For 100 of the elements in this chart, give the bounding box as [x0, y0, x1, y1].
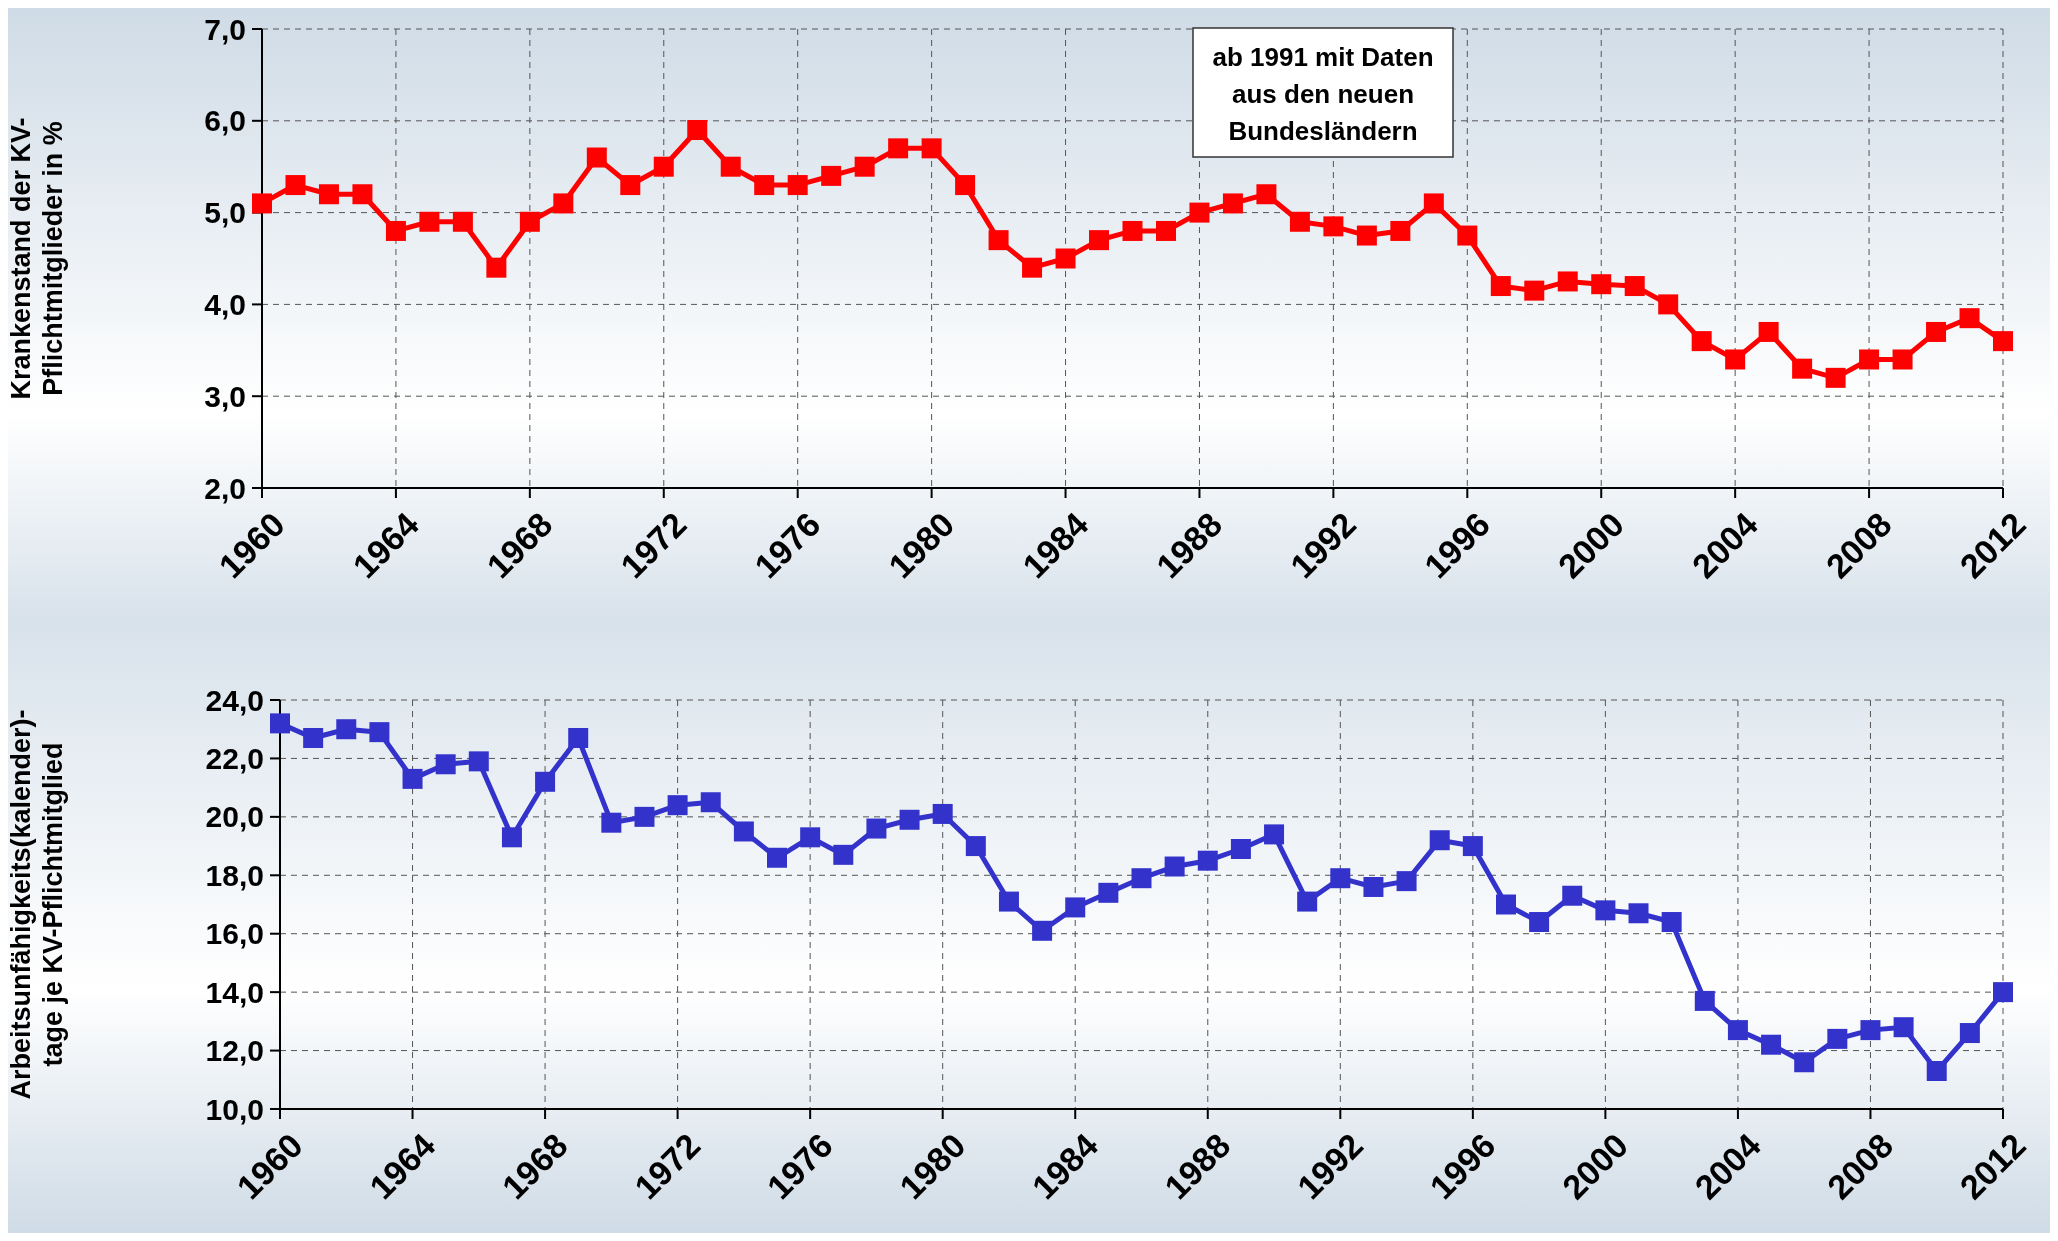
point: [1022, 257, 1043, 278]
y-tick-label: 6,0: [204, 104, 246, 138]
point: [833, 844, 854, 865]
point: [1761, 1034, 1782, 1055]
point: [1562, 885, 1583, 906]
point: [1661, 912, 1682, 933]
point: [1993, 331, 2013, 352]
point: [800, 827, 821, 848]
y-tick-label: 16,0: [205, 917, 264, 951]
point: [553, 193, 574, 214]
point: [1794, 1052, 1815, 1073]
point: [1230, 838, 1251, 859]
point: [486, 257, 507, 278]
point: [965, 836, 986, 857]
y-tick-label: 24,0: [205, 683, 264, 717]
point: [1131, 868, 1152, 889]
point: [620, 175, 641, 196]
point: [1462, 836, 1483, 857]
point: [1694, 990, 1715, 1011]
point: [998, 891, 1019, 912]
point: [653, 156, 674, 177]
point: [435, 754, 456, 775]
point: [1926, 321, 1947, 342]
point: [1089, 230, 1110, 251]
point: [1423, 193, 1444, 214]
point: [1330, 868, 1351, 889]
point: [667, 795, 688, 816]
point: [1827, 1028, 1848, 1049]
point: [568, 727, 589, 748]
point: [303, 727, 324, 748]
point: [1297, 891, 1318, 912]
point: [1363, 876, 1384, 897]
y-axis-title: Arbeitsunfähigkeits(kalender)-tage je KV-Pflichtmitglied: [5, 709, 69, 1100]
point: [1959, 308, 1980, 329]
point: [1624, 276, 1645, 297]
point: [385, 220, 406, 241]
point: [1825, 367, 1846, 388]
point: [1557, 271, 1578, 292]
point: [1164, 856, 1185, 877]
point: [501, 827, 522, 848]
point: [1792, 358, 1813, 379]
point: [1197, 850, 1218, 871]
y-tick-label: 18,0: [205, 858, 264, 892]
point: [1356, 225, 1377, 246]
y-tick-label: 22,0: [205, 741, 264, 775]
point: [1457, 225, 1478, 246]
point: [700, 792, 721, 813]
point: [888, 138, 909, 159]
point: [634, 806, 655, 827]
y-tick-label: 2,0: [204, 471, 246, 505]
point: [352, 184, 373, 205]
point: [1524, 280, 1545, 301]
point: [932, 803, 953, 824]
y-tick-label: 12,0: [205, 1034, 264, 1068]
y-tick-label: 5,0: [204, 196, 246, 230]
point: [1429, 830, 1450, 851]
point: [1859, 349, 1880, 370]
point: [1725, 349, 1746, 370]
point: [1256, 184, 1277, 205]
y-tick-label: 4,0: [204, 287, 246, 321]
point: [1893, 1017, 1914, 1038]
point: [535, 771, 556, 792]
y-tick-label: 10,0: [205, 1092, 264, 1126]
point: [1490, 276, 1511, 297]
point: [1222, 193, 1243, 214]
point: [1264, 824, 1285, 845]
point: [1323, 216, 1344, 237]
point: [921, 138, 942, 159]
point: [1065, 897, 1086, 918]
point: [1529, 912, 1550, 933]
point: [1390, 220, 1411, 241]
point: [988, 230, 1009, 251]
point: [270, 713, 290, 734]
point: [1591, 274, 1612, 295]
point: [369, 722, 390, 743]
point: [1959, 1023, 1980, 1044]
point: [336, 719, 357, 740]
point: [1658, 294, 1679, 315]
point: [1032, 920, 1053, 941]
point: [318, 184, 339, 205]
point: [720, 156, 741, 177]
point: [866, 818, 887, 839]
point: [1289, 211, 1310, 232]
point: [767, 847, 788, 868]
point: [955, 175, 976, 196]
point: [252, 193, 272, 214]
y-tick-label: 3,0: [204, 379, 246, 413]
point: [285, 175, 306, 196]
point: [419, 211, 440, 232]
point: [519, 211, 540, 232]
point: [452, 211, 473, 232]
point: [1098, 882, 1119, 903]
point: [1860, 1020, 1881, 1041]
point: [787, 175, 808, 196]
point: [402, 768, 423, 789]
point: [1993, 982, 2013, 1003]
point: [821, 165, 842, 186]
point: [468, 751, 489, 772]
y-tick-label: 7,0: [204, 12, 246, 46]
point: [854, 156, 875, 177]
